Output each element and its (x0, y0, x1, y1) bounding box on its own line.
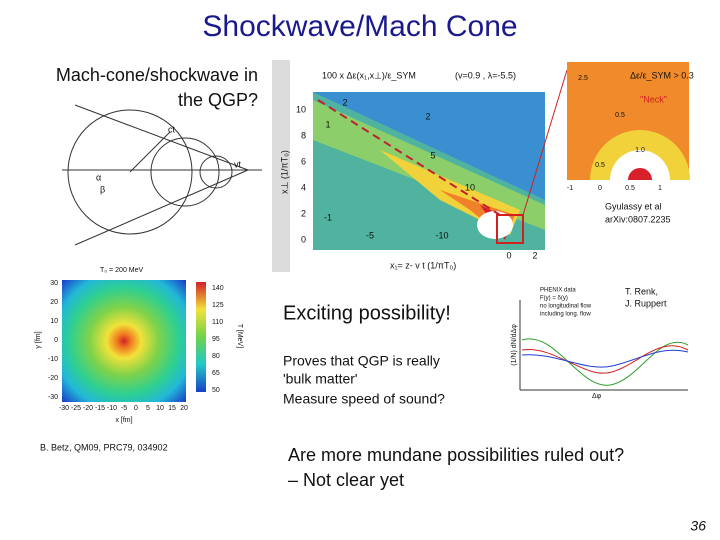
page-number: 36 (690, 518, 706, 534)
cone-label: α (96, 172, 101, 182)
citation: Gyulassy et al (605, 201, 662, 211)
x-tick-label: -10 (107, 405, 117, 412)
y-tick-label: 4 (301, 182, 306, 192)
y-axis-label: x⊥ (1/πT₀) (279, 150, 289, 194)
colorbar-tick-label: 65 (212, 370, 220, 377)
contour-label: 2 (342, 97, 347, 107)
authors: J. Ruppert (625, 298, 667, 308)
contour-label: 0.5 (615, 112, 625, 119)
contour-label: 1 (325, 119, 330, 129)
renk-plot (510, 282, 690, 402)
y-tick-label: 20 (50, 299, 58, 306)
y-tick-label: 0 (301, 234, 306, 244)
cone-label: vt (234, 159, 242, 169)
x-tick-label: -25 (71, 405, 81, 412)
contour-label: -1 (324, 212, 332, 222)
x-tick-label: 0 (134, 405, 138, 412)
contour-label: 10 (465, 182, 475, 192)
colorbar-tick-label: 125 (212, 302, 224, 309)
x-tick-label: 15 (168, 405, 176, 412)
x-tick-label: 2 (532, 250, 537, 260)
y-tick-label: 10 (50, 318, 58, 325)
colorbar-tick-label: 140 (212, 285, 224, 292)
x-axis-label: x₁= z- v t (1/πT₀) (390, 260, 456, 270)
y-axis-label: y [fm] (35, 331, 42, 348)
x-tick-label: 0 (506, 250, 511, 260)
body-text: Measure speed of sound? (283, 391, 445, 407)
colorbar-tick-label: 95 (212, 336, 220, 343)
colorbar-label: T [MeV] (236, 324, 243, 348)
colorbar-tick-label: 50 (212, 387, 220, 394)
heatmap-title: T₀ = 200 MeV (100, 267, 144, 274)
x-tick-label: -30 (59, 405, 69, 412)
contour-label: -10 (435, 230, 448, 240)
question-text: Are more mundane possibilities ruled out… (288, 445, 624, 465)
legend-entry: no longitudinal flow (540, 304, 592, 310)
plot-params: (v=0.9 , λ=-5.5) (455, 70, 516, 80)
y-tick-label: 6 (301, 156, 306, 166)
colorbar (196, 282, 206, 392)
cone-label: ct (168, 124, 176, 134)
x-tick-label: 20 (180, 405, 188, 412)
contour-label: -5 (366, 230, 374, 240)
x-tick-label: 0.5 (625, 185, 635, 192)
citation: B. Betz, QM09, PRC79, 034902 (40, 442, 168, 452)
x-tick-label: 1 (658, 185, 662, 192)
citation: arXiv:0807.2235 (605, 214, 671, 224)
contour-label: 1.0 (635, 147, 645, 154)
plot-title: 100 x Δε(x₁,x⊥)/ε_SYM (322, 70, 416, 80)
y-tick-label: 2 (301, 208, 306, 218)
y-tick-label: 8 (301, 130, 306, 140)
authors: T. Renk, (625, 286, 658, 296)
y-tick-label: 10 (296, 104, 306, 114)
y-tick-label: -20 (48, 375, 58, 382)
question-text: – Not clear yet (288, 470, 404, 490)
contour-label: 2.5 (578, 75, 588, 82)
y-tick-label: 0 (54, 337, 58, 344)
image-edge (272, 60, 290, 272)
zoom-line (522, 69, 568, 216)
x-tick-label: -20 (83, 405, 93, 412)
exciting-text: Exciting possibility! (283, 302, 451, 324)
colorbar-tick-label: 110 (212, 319, 223, 326)
inset-label: "Neck" (640, 94, 667, 104)
slide-title: Shockwave/Mach Cone (202, 10, 517, 43)
legend-entry: PHENIX data (540, 288, 576, 294)
inset-ratio: Δε/ε_SYM > 0.3 (630, 70, 694, 80)
x-tick-label: 5 (146, 405, 150, 412)
cone-line (317, 99, 501, 216)
cone-label: β (100, 184, 105, 194)
y-tick-label: -10 (48, 356, 58, 363)
x-tick-label: -5 (121, 405, 127, 412)
x-tick-label: -1 (567, 185, 573, 192)
body-text: 'bulk matter' (283, 371, 358, 387)
colorbar-tick-label: 80 (212, 353, 220, 360)
x-tick-label: 0 (598, 185, 602, 192)
x-axis-label: x [fm] (115, 417, 132, 424)
contour-band (477, 211, 513, 239)
legend-entry: F(y) = δ(y) (540, 296, 568, 302)
caption: Mach-cone/shockwave in (56, 65, 258, 85)
contour-band (313, 92, 545, 200)
contour-label: 2 (425, 111, 430, 121)
contour-label: 0.5 (595, 162, 605, 169)
x-tick-label: -15 (95, 405, 105, 412)
y-axis-label: (1/N) dN/dΔφ (511, 324, 518, 366)
y-tick-label: 30 (50, 280, 58, 287)
contour-label: 5 (430, 150, 435, 160)
inset-band (610, 150, 670, 180)
y-tick-label: -30 (48, 394, 58, 401)
body-text: Proves that QGP is really (283, 353, 440, 369)
legend-entry: including long. flow (540, 312, 591, 318)
cone-diagram (62, 104, 262, 246)
caption: the QGP? (178, 90, 258, 110)
x-axis-label: Δφ (592, 393, 602, 400)
curve (521, 349, 689, 368)
curve (521, 345, 689, 374)
zoom-box (496, 214, 524, 244)
heatmap (62, 280, 186, 402)
x-tick-label: 10 (156, 405, 164, 412)
inset-band (628, 168, 652, 180)
